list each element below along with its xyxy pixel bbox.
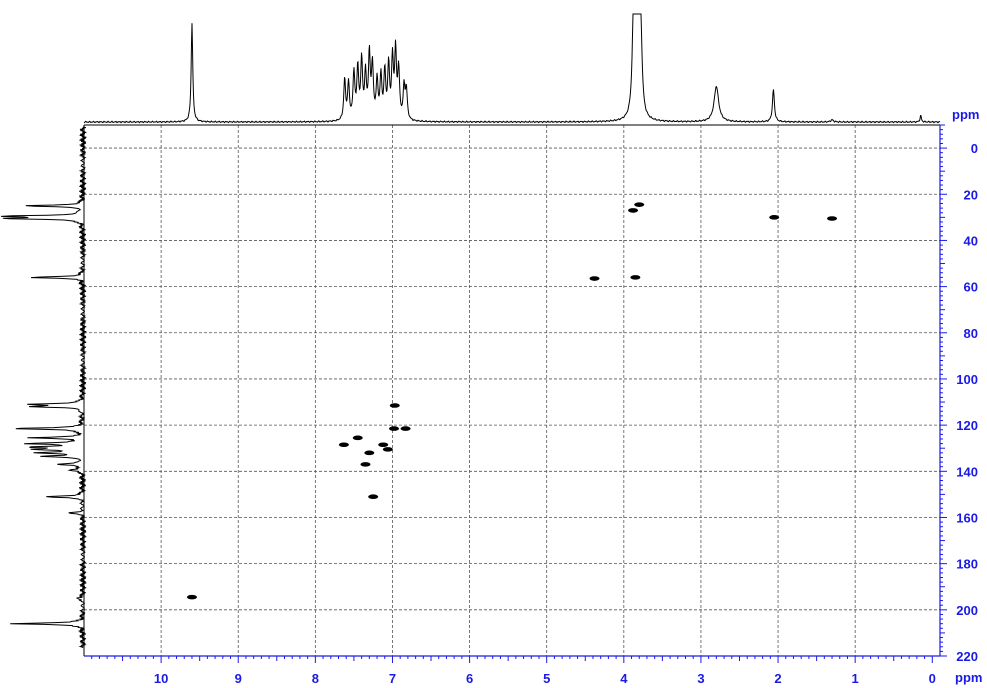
x-tick-label: 1: [852, 671, 859, 686]
cross-peak: [352, 435, 363, 441]
cross-peak: [382, 447, 393, 452]
y-axis: 0 20 40 60 80 100 120 140 160 180 200 220: [939, 124, 978, 664]
x-tick-label: 0: [929, 671, 936, 686]
x-tick-label: 3: [697, 671, 704, 686]
y-tick-label: 40: [964, 233, 978, 248]
cross-peak: [769, 215, 780, 220]
cross-peak: [389, 403, 400, 408]
y-tick-label: 80: [964, 326, 978, 341]
cross-peak: [378, 442, 389, 448]
y-tick-label: 60: [964, 280, 978, 295]
left-projection-trace: [0, 126, 88, 649]
x-tick-label: 2: [774, 671, 781, 686]
top-projection-unit-label: ppm: [952, 107, 979, 122]
y-axis-unit-label: ppm: [955, 670, 982, 685]
x-tick-label: 7: [389, 671, 396, 686]
cross-peak: [389, 426, 400, 431]
grid-lines: [84, 125, 940, 656]
x-tick-label: 5: [543, 671, 550, 686]
x-tick-label: 4: [620, 671, 628, 686]
y-tick-label: 100: [956, 372, 978, 387]
x-tick-label: 10: [154, 671, 168, 686]
y-tick-label: 160: [956, 510, 978, 525]
y-tick-label: 20: [964, 187, 978, 202]
cross-peak: [368, 494, 379, 500]
y-tick-label: 0: [971, 141, 978, 156]
cross-peak: [400, 426, 411, 431]
cross-peak: [628, 208, 639, 213]
cross-peak: [827, 216, 838, 221]
cross-peak: [630, 275, 641, 280]
x-axis: 10 9 8 7 6 5 4 3 2 1 0: [84, 655, 940, 686]
cross-peak: [634, 202, 645, 207]
top-projection-trace: [83, 13, 941, 124]
x-tick-label: 9: [235, 671, 242, 686]
left-projection: [0, 126, 88, 649]
cross-peak: [589, 276, 600, 281]
y-tick-label: 200: [956, 603, 978, 618]
plot-frame: [83, 124, 940, 656]
y-tick-label: 180: [956, 557, 978, 572]
x-tick-label: 8: [312, 671, 319, 686]
cross-peaks: [186, 202, 838, 600]
cross-peak: [364, 450, 375, 456]
cross-peak: [360, 462, 371, 467]
y-tick-label: 120: [956, 418, 978, 433]
y-tick-label: 220: [956, 649, 978, 664]
x-tick-label: 6: [466, 671, 473, 686]
cross-peak: [186, 594, 197, 600]
cross-peak: [338, 442, 349, 448]
top-projection: [83, 13, 941, 124]
y-tick-label: 140: [956, 464, 978, 479]
